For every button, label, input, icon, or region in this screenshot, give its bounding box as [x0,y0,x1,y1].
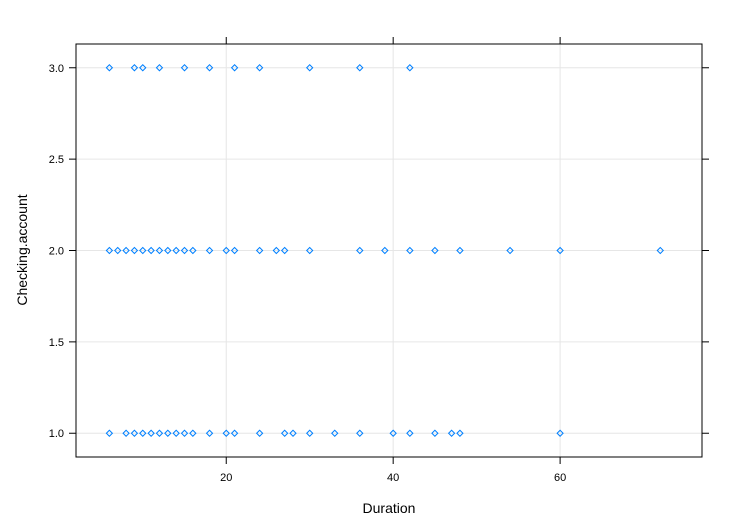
data-point [122,429,130,437]
x-tick-label: 40 [387,472,399,484]
data-point [155,64,164,72]
data-point [556,246,564,255]
data-point [230,429,239,437]
data-point [230,246,239,255]
data-point [105,246,114,255]
data-point [356,64,364,72]
data-point [147,429,155,437]
data-point [105,429,114,437]
x-tick-label: 20 [220,472,232,484]
data-point [255,246,264,255]
data-point [255,429,264,437]
data-point [656,246,664,255]
data-point [305,246,314,255]
y-tick-label: 2.5 [49,154,64,166]
data-point [205,429,214,437]
data-point [381,246,389,255]
y-axis-title: Checking.account [14,194,30,305]
data-point [556,429,564,437]
data-point [456,246,464,255]
data-point [172,429,180,437]
data-point [130,246,139,255]
data-point [164,429,172,437]
data-point [222,429,230,437]
data-point [139,429,147,437]
data-point [180,246,189,255]
data-point [164,246,172,255]
data-point [139,64,147,72]
data-point [114,246,122,255]
data-point [456,429,464,437]
data-point [406,64,414,72]
data-point [356,429,364,437]
data-point [272,246,281,255]
data-point [305,429,314,437]
data-point [255,64,264,72]
data-point [155,246,164,255]
y-tick-label: 1.5 [49,337,64,349]
data-point [289,429,297,437]
data-point [205,64,214,72]
data-point [180,429,189,437]
data-point [155,429,164,437]
data-point [389,429,397,437]
data-point [280,429,289,437]
x-axis-title: Duration [363,500,416,516]
x-tick-label: 60 [554,472,566,484]
data-point [130,64,139,72]
data-point [189,429,197,437]
data-point [147,246,155,255]
data-point [139,246,147,255]
data-point [180,64,189,72]
axis-ticks [69,37,709,464]
data-point [189,246,197,255]
data-point [431,246,439,255]
data-points [105,64,664,437]
data-point [406,246,414,255]
grid-lines [76,44,702,457]
data-point [431,429,439,437]
data-point [447,429,456,437]
data-point [130,429,139,437]
data-point [406,429,414,437]
data-point [105,64,114,72]
data-point [122,246,130,255]
data-point [506,246,514,255]
data-point [305,64,314,72]
data-point [205,246,214,255]
data-point [280,246,289,255]
data-point [172,246,180,255]
tick-labels: 20 40 60 1.0 1.5 2.0 2.5 3.0 [49,63,567,484]
y-tick-label: 3.0 [49,63,64,75]
y-tick-label: 1.0 [49,428,64,440]
data-point [356,246,364,255]
data-point [230,64,239,72]
data-point [222,246,230,255]
data-point [331,429,339,437]
y-tick-label: 2.0 [49,246,64,258]
